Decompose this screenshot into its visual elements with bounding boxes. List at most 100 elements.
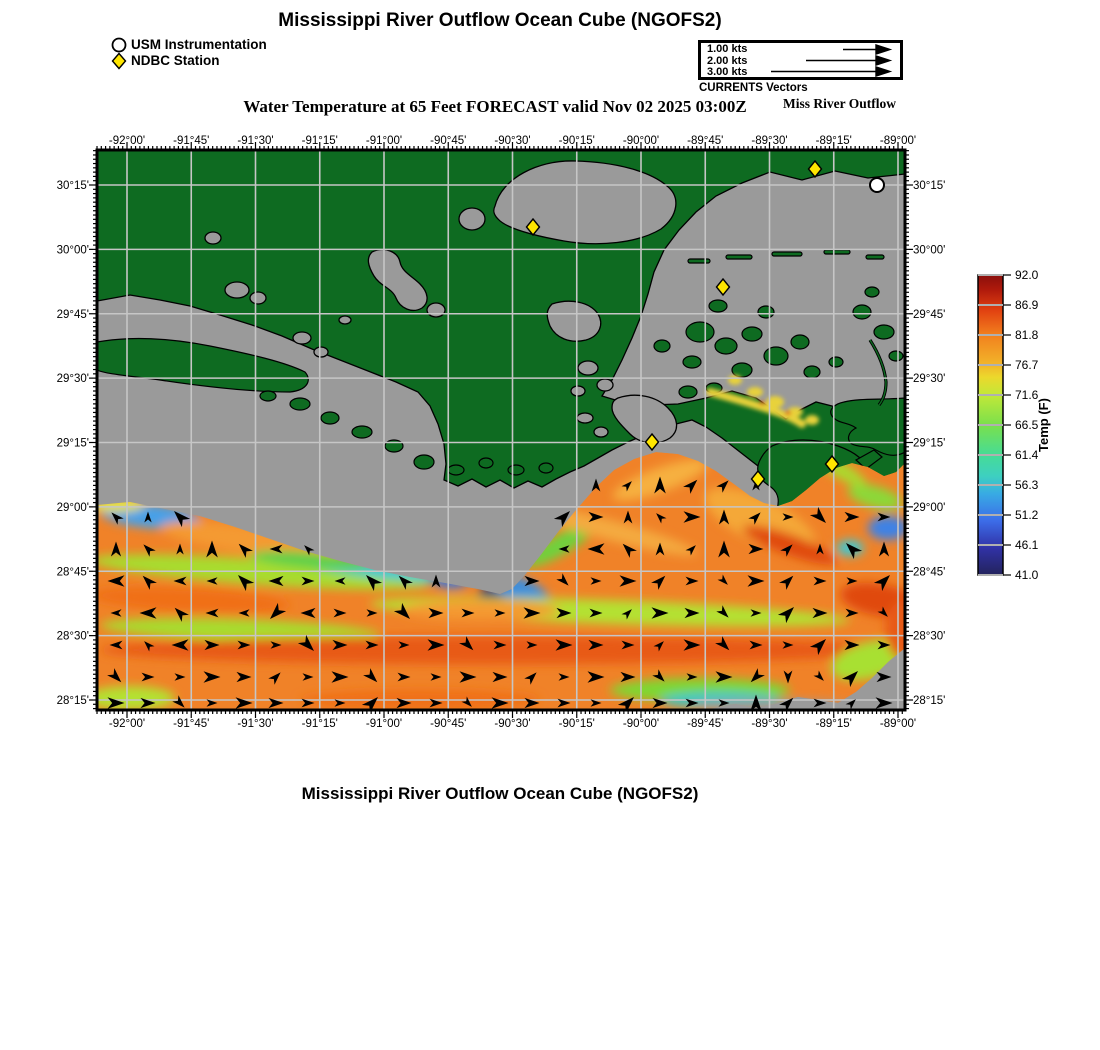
marsh-island xyxy=(685,321,715,343)
current-vector xyxy=(654,476,666,494)
current-vector xyxy=(301,576,315,586)
marsh-island xyxy=(731,362,753,378)
river-plume-blob xyxy=(728,375,742,385)
current-vector xyxy=(206,540,218,558)
current-vector xyxy=(780,544,793,557)
temperature-blob xyxy=(160,521,340,559)
current-vector xyxy=(361,697,378,710)
current-vector xyxy=(590,699,602,707)
current-vector xyxy=(331,671,349,683)
current-vector xyxy=(171,639,189,651)
current-vector xyxy=(652,669,665,682)
forecast-subtitle: Water Temperature at 65 Feet FORECAST va… xyxy=(243,97,747,116)
lon-tick-label-bottom: -89°30' xyxy=(751,718,787,730)
marsh-island xyxy=(259,390,277,402)
current-vector xyxy=(556,573,569,586)
colorbar: 92.0 86.9 81.8 76.7 71.6 66.5 61.4 56.3 51.2 46.1… xyxy=(977,268,1051,582)
current-vector xyxy=(846,577,858,585)
lon-tick-label-top: -91°45' xyxy=(173,135,209,147)
current-vector xyxy=(492,671,508,683)
vector-speed-1-label: 1.00 kts xyxy=(707,43,748,55)
current-vector xyxy=(715,636,730,651)
current-vector xyxy=(304,545,315,556)
lon-tick-label-bottom: -91°15' xyxy=(302,718,338,730)
vector-legend-arrows xyxy=(771,44,893,77)
barrier-island xyxy=(687,258,711,264)
current-vector xyxy=(845,699,856,710)
current-vector xyxy=(591,478,601,492)
current-vector xyxy=(782,513,794,521)
temperature-blob xyxy=(250,550,370,570)
current-vector xyxy=(841,671,858,688)
temperature-blob xyxy=(97,586,290,614)
current-vector xyxy=(685,698,699,708)
lat-tick-label-left: 29°00' xyxy=(57,502,89,514)
currents-vectors-caption: CURRENTS Vectors xyxy=(699,82,808,94)
current-vector xyxy=(142,575,157,590)
current-vector xyxy=(235,697,253,709)
current-vector xyxy=(653,641,664,652)
current-vector-arrows xyxy=(107,476,893,710)
lake xyxy=(204,231,222,245)
river-channel-water xyxy=(706,388,806,428)
marsh-island xyxy=(447,464,465,476)
current-vector xyxy=(718,540,730,558)
lon-tick-label-top: -90°45' xyxy=(430,135,466,147)
current-vector xyxy=(813,698,827,708)
current-vector xyxy=(816,543,824,555)
current-vector xyxy=(621,481,632,492)
current-vector xyxy=(558,545,570,553)
map-canvas xyxy=(97,150,905,710)
colorbar-tick-label: 86.9 xyxy=(1015,298,1039,312)
lon-tick-label-bottom: -89°00' xyxy=(880,718,916,730)
current-vector xyxy=(621,640,635,650)
current-vector xyxy=(493,640,507,650)
barrier-island xyxy=(865,254,885,260)
currents-vector-legend-box: 1.00 kts 2.00 kts 3.00 kts xyxy=(698,40,903,80)
current-vector xyxy=(622,543,637,558)
axis-labels: -92°00' -92°00' -91°45' -91°45' -91°30' -91°3… xyxy=(57,135,946,730)
vector-legend-arrowhead xyxy=(875,44,893,55)
current-vector xyxy=(365,640,379,650)
current-vector xyxy=(619,575,637,587)
lat-tick-label-left: 30°15' xyxy=(57,180,89,192)
river-plume xyxy=(706,375,819,428)
current-vector xyxy=(494,609,506,617)
marsh-island xyxy=(828,356,844,368)
current-vector xyxy=(777,607,794,624)
marsh-island xyxy=(682,355,702,369)
current-vector xyxy=(844,511,860,523)
current-vector xyxy=(590,577,602,585)
graticule xyxy=(97,150,905,710)
lat-tick-label-right: 29°15' xyxy=(913,438,945,450)
current-vector xyxy=(877,640,891,650)
ndbc-station-marker xyxy=(644,432,660,452)
barrier-island xyxy=(771,251,803,257)
current-vector xyxy=(107,668,122,683)
usm-legend-icon xyxy=(111,37,127,53)
current-vector xyxy=(363,668,378,683)
current-vector xyxy=(716,605,729,618)
barrier-island xyxy=(725,254,753,260)
current-vector xyxy=(172,695,185,708)
current-vector xyxy=(334,577,346,585)
vector-legend-arrowhead xyxy=(875,55,893,66)
current-vector xyxy=(203,671,221,683)
current-vector xyxy=(366,609,378,617)
lon-tick-label-bottom: -92°00' xyxy=(109,718,145,730)
current-vector xyxy=(555,639,573,651)
current-vector xyxy=(877,606,888,617)
barrier-island xyxy=(823,249,851,255)
current-vector xyxy=(302,673,314,681)
lake xyxy=(224,281,250,299)
river-hot-spot xyxy=(759,401,765,405)
lake xyxy=(576,412,594,424)
current-vector xyxy=(809,506,826,523)
station-markers xyxy=(525,159,885,489)
current-vector xyxy=(204,639,220,651)
colorbar-tick-label: 81.8 xyxy=(1015,328,1039,342)
current-vector xyxy=(718,699,730,707)
usm-station-marker xyxy=(869,177,885,193)
temperature-blob xyxy=(742,525,838,565)
